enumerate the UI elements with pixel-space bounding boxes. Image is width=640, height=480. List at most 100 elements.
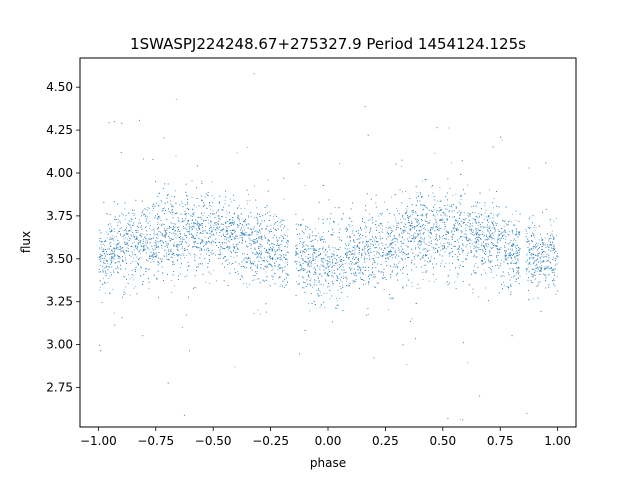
data-point (241, 242, 243, 244)
data-point (552, 244, 554, 245)
data-point (117, 261, 119, 263)
data-point (202, 232, 204, 234)
data-point (271, 270, 273, 271)
data-point (320, 264, 322, 266)
data-point (232, 243, 234, 245)
data-point (256, 234, 258, 236)
data-point (405, 191, 407, 192)
data-point (192, 225, 194, 227)
data-point (314, 279, 316, 281)
data-point (241, 235, 243, 237)
data-point (188, 208, 190, 210)
data-point (440, 249, 442, 251)
data-point (167, 183, 169, 185)
data-point (156, 233, 158, 235)
data-point (512, 233, 514, 235)
data-point (202, 240, 204, 242)
data-point (368, 249, 370, 250)
data-point (346, 228, 348, 230)
data-point (489, 189, 491, 191)
data-point (192, 228, 194, 229)
data-point (252, 252, 254, 254)
data-point (213, 227, 215, 229)
data-point (493, 244, 495, 246)
data-point (416, 219, 418, 220)
data-point (490, 260, 492, 262)
data-point (395, 257, 397, 259)
data-point (511, 248, 513, 250)
data-point (517, 258, 519, 260)
data-point (143, 209, 145, 211)
data-point (405, 227, 407, 229)
data-point (172, 257, 174, 258)
data-point (150, 262, 152, 263)
data-point (505, 254, 507, 256)
data-point (551, 270, 553, 271)
data-point (545, 278, 547, 280)
data-point (421, 197, 423, 199)
data-point (422, 254, 424, 256)
data-point (303, 287, 305, 289)
data-point (365, 314, 367, 316)
data-point (346, 276, 348, 278)
data-point (470, 233, 472, 235)
data-point (119, 256, 121, 257)
data-point (502, 237, 504, 239)
data-point (302, 244, 304, 246)
data-point (485, 239, 487, 241)
data-point (407, 238, 408, 240)
data-point (286, 273, 288, 275)
data-point (495, 222, 496, 224)
data-point (461, 248, 463, 249)
data-point (280, 235, 282, 237)
data-point (327, 286, 329, 288)
data-point (162, 209, 164, 211)
data-point (467, 212, 469, 214)
data-point (381, 231, 383, 233)
data-point (505, 220, 507, 222)
data-point (161, 247, 163, 249)
data-point (279, 264, 281, 266)
data-point (140, 233, 142, 235)
data-point (316, 284, 318, 286)
data-point (541, 246, 543, 248)
data-point (475, 250, 477, 252)
data-point (449, 205, 451, 207)
data-point (394, 251, 396, 253)
data-point (235, 246, 237, 248)
data-point (473, 234, 475, 236)
data-point (238, 223, 240, 225)
data-point (482, 260, 483, 262)
data-point (190, 222, 192, 224)
data-point (411, 282, 413, 284)
data-point (317, 240, 319, 242)
data-point (182, 206, 184, 208)
data-point (486, 220, 488, 222)
data-point (121, 248, 123, 249)
data-point (210, 273, 212, 275)
data-point (133, 287, 135, 289)
data-point (99, 241, 101, 243)
data-point (511, 214, 513, 215)
data-point (222, 233, 224, 235)
data-point (476, 216, 478, 218)
data-point (410, 234, 412, 236)
data-point (457, 256, 459, 258)
data-point (212, 213, 214, 215)
data-point (317, 276, 319, 278)
data-point (554, 248, 556, 250)
data-point (153, 234, 155, 236)
data-point (253, 279, 255, 281)
data-point (312, 235, 314, 237)
data-point (117, 219, 119, 220)
data-point (492, 220, 494, 222)
data-point (551, 244, 552, 246)
data-point (451, 238, 453, 240)
data-point (332, 234, 334, 236)
data-point (148, 207, 150, 209)
data-point (500, 263, 502, 265)
data-point (518, 246, 520, 248)
data-point (111, 235, 113, 237)
data-point (135, 286, 137, 287)
data-point (236, 224, 238, 226)
